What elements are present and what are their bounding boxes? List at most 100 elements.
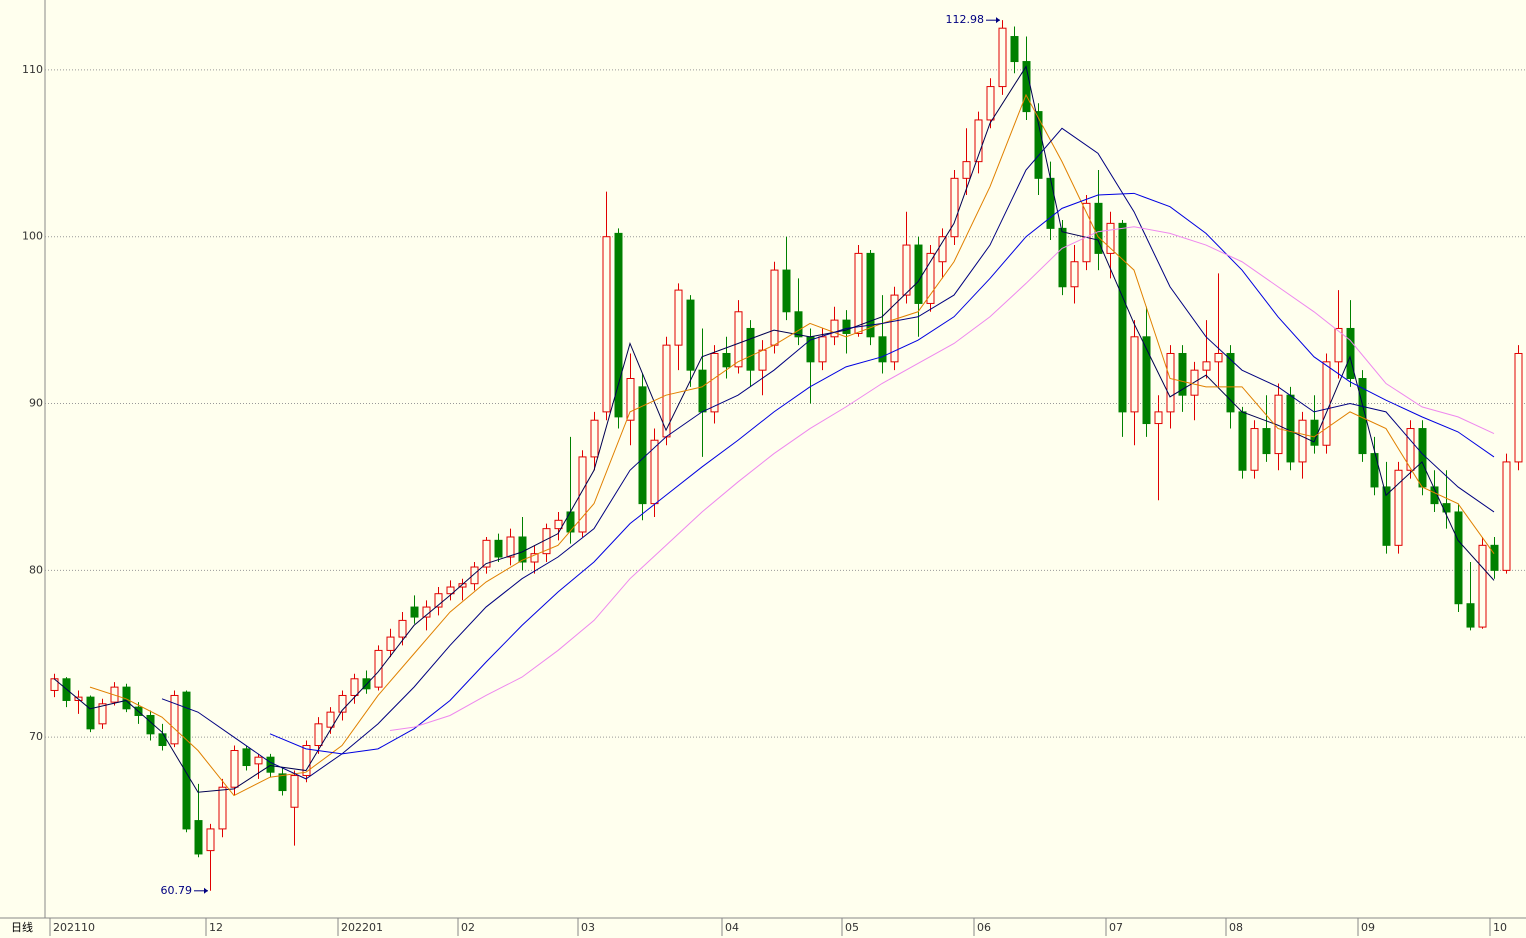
- candle-body: [686, 299, 695, 371]
- candle-body: [710, 352, 719, 413]
- candle-body: [314, 723, 323, 747]
- candle-body: [242, 748, 251, 767]
- candle-body: [1478, 544, 1487, 628]
- candle-body: [494, 539, 503, 558]
- candle-body: [1406, 428, 1415, 471]
- candle-body: [1322, 361, 1331, 446]
- candle-body: [1490, 544, 1499, 571]
- candle-body: [1430, 486, 1439, 505]
- candle-body: [1058, 227, 1067, 288]
- candle-body: [98, 703, 107, 725]
- candle-body: [374, 649, 383, 688]
- candle-body: [386, 636, 395, 651]
- candle-body: [1106, 222, 1115, 254]
- max-annotation: 112.98: [946, 13, 985, 26]
- candle-body: [326, 711, 335, 728]
- candle-body: [290, 775, 299, 808]
- candle-body: [950, 177, 959, 238]
- candle-body: [818, 336, 827, 363]
- candle-body: [1382, 486, 1391, 546]
- candle-body: [206, 828, 215, 852]
- candle-body: [794, 311, 803, 338]
- candle-body: [170, 694, 179, 745]
- candle-body: [1166, 352, 1175, 413]
- candle-body: [1286, 394, 1295, 463]
- candle-body: [278, 773, 287, 792]
- candle-body: [1130, 336, 1139, 413]
- x-tick-label: 07: [1109, 921, 1123, 934]
- candle-body: [1370, 453, 1379, 488]
- candle-body: [1202, 361, 1211, 371]
- candle-body: [398, 619, 407, 638]
- moving-average-line: [389, 226, 1495, 731]
- candle-body: [158, 733, 167, 747]
- candle-body: [194, 820, 203, 855]
- candle-body: [1502, 461, 1511, 571]
- candle-body: [998, 27, 1007, 88]
- candle-body: [1250, 428, 1259, 471]
- candle-body: [1178, 352, 1187, 396]
- candle-body: [1334, 327, 1343, 363]
- period-label: 日线: [11, 920, 33, 934]
- x-tick-label: 06: [977, 921, 991, 934]
- y-tick-label: 70: [29, 730, 43, 743]
- candle-body: [86, 696, 95, 730]
- candle-body: [770, 269, 779, 346]
- candle-body: [1238, 411, 1247, 471]
- x-tick-label: 202110: [53, 921, 95, 934]
- x-tick-label: 12: [209, 921, 223, 934]
- moving-average-line: [161, 127, 1495, 780]
- max-annotation-arrowhead: [996, 17, 1000, 24]
- candle-body: [626, 378, 635, 421]
- candle-body: [1262, 428, 1271, 455]
- candle-body: [650, 439, 659, 505]
- candle-body: [230, 750, 239, 788]
- candle-body: [578, 456, 587, 533]
- candle-body: [518, 536, 527, 563]
- x-tick-label: 04: [725, 921, 739, 934]
- candle-body: [746, 327, 755, 371]
- candle-body: [1346, 327, 1355, 380]
- candle-body: [830, 319, 839, 338]
- candle-body: [266, 756, 275, 773]
- candle-body: [302, 745, 311, 777]
- candle-body: [1514, 352, 1523, 463]
- candle-body: [254, 756, 263, 765]
- candle-body: [1298, 419, 1307, 463]
- candle-body: [962, 161, 971, 179]
- candle-body: [938, 236, 947, 263]
- y-tick-label: 90: [29, 397, 43, 410]
- candle-body: [434, 593, 443, 608]
- candle-body: [1154, 411, 1163, 425]
- candle-body: [1454, 511, 1463, 605]
- candle-body: [866, 252, 875, 338]
- candle-body: [1418, 428, 1427, 488]
- candle-body: [1094, 202, 1103, 254]
- candle-body: [446, 586, 455, 595]
- y-tick-label: 80: [29, 563, 43, 576]
- candle-body: [338, 694, 347, 713]
- candle-body: [914, 244, 923, 304]
- candle-body: [782, 269, 791, 313]
- y-tick-label: 110: [22, 63, 43, 76]
- x-tick-label: 05: [845, 921, 859, 934]
- x-tick-label: 09: [1361, 921, 1375, 934]
- candle-body: [674, 289, 683, 346]
- min-annotation: 60.79: [161, 884, 193, 897]
- candle-body: [482, 539, 491, 568]
- moving-average-line: [269, 192, 1495, 755]
- candle-body: [470, 566, 479, 585]
- candle-body: [590, 419, 599, 458]
- x-tick-label: 02: [461, 921, 475, 934]
- moving-average-line: [89, 93, 1495, 797]
- candle-body: [530, 553, 539, 563]
- candle-body: [1214, 352, 1223, 363]
- x-tick-label: 03: [581, 921, 595, 934]
- candle-body: [50, 678, 59, 691]
- candle-body: [758, 349, 767, 371]
- candle-body: [1394, 469, 1403, 546]
- candle-body: [1070, 261, 1079, 288]
- candle-body: [722, 352, 731, 368]
